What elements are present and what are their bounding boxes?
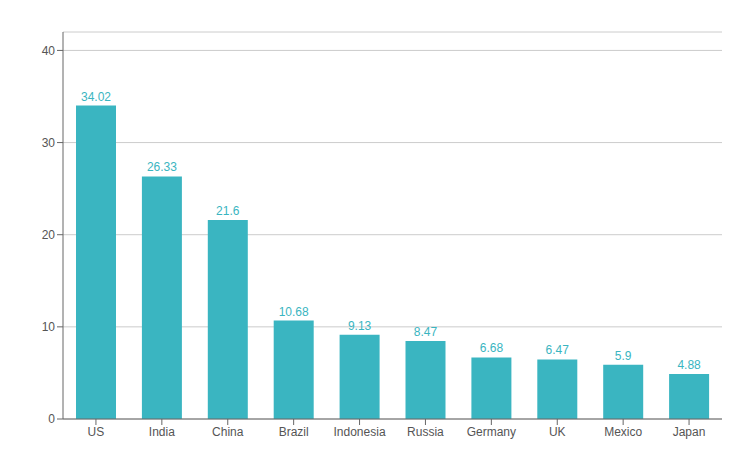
svg-text:10.68: 10.68 [279, 305, 309, 319]
svg-text:India: India [149, 425, 175, 439]
svg-text:30: 30 [42, 136, 56, 150]
svg-text:6.68: 6.68 [480, 341, 504, 355]
svg-text:5.9: 5.9 [615, 349, 632, 363]
svg-text:US: US [88, 425, 105, 439]
svg-text:26.33: 26.33 [147, 160, 177, 174]
svg-text:Indonesia: Indonesia [334, 425, 386, 439]
svg-text:40: 40 [42, 44, 56, 58]
svg-text:6.47: 6.47 [546, 343, 570, 357]
svg-text:8.47: 8.47 [414, 325, 438, 339]
svg-text:20: 20 [42, 228, 56, 242]
svg-text:10: 10 [42, 320, 56, 334]
svg-text:9.13: 9.13 [348, 319, 372, 333]
svg-text:0: 0 [48, 412, 55, 426]
svg-text:21.6: 21.6 [216, 204, 240, 218]
svg-text:34.02: 34.02 [81, 90, 111, 104]
svg-text:China: China [212, 425, 244, 439]
svg-text:Germany: Germany [467, 425, 516, 439]
svg-text:Japan: Japan [673, 425, 706, 439]
svg-text:Russia: Russia [407, 425, 444, 439]
svg-text:Mexico: Mexico [604, 425, 642, 439]
svg-text:UK: UK [549, 425, 566, 439]
svg-text:Brazil: Brazil [279, 425, 309, 439]
svg-text:4.88: 4.88 [677, 358, 701, 372]
